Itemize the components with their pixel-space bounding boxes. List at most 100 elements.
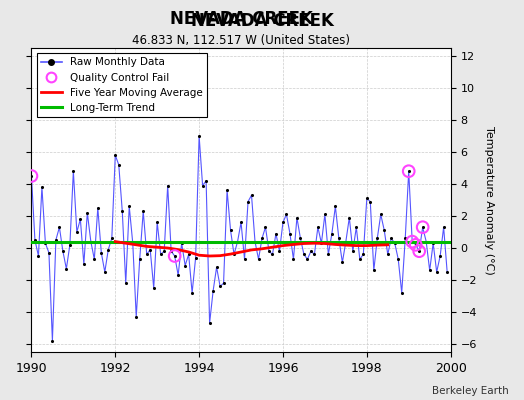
Point <box>122 280 130 286</box>
Point <box>52 237 60 243</box>
Point <box>83 210 92 216</box>
Point <box>66 242 74 248</box>
Point <box>251 238 259 245</box>
Point <box>338 259 346 266</box>
Point <box>348 248 357 254</box>
Point <box>205 320 214 326</box>
Point <box>230 251 238 258</box>
Point <box>415 248 423 254</box>
Point <box>241 256 249 262</box>
Point <box>363 195 371 202</box>
Point <box>125 203 134 210</box>
Point <box>139 208 147 214</box>
Point <box>419 224 427 230</box>
Point <box>199 182 207 189</box>
Point <box>174 272 182 278</box>
Point <box>38 184 46 190</box>
Point <box>352 224 361 230</box>
Point <box>216 283 224 290</box>
Point <box>94 205 102 211</box>
Point <box>317 240 325 246</box>
Point <box>425 267 434 274</box>
Point <box>73 229 81 235</box>
Point <box>128 240 137 246</box>
Point <box>432 269 441 275</box>
Point <box>178 240 186 246</box>
Point <box>191 254 200 261</box>
Point <box>247 192 256 198</box>
Point <box>223 187 231 194</box>
Point <box>237 219 245 226</box>
Point <box>345 214 354 221</box>
Point <box>76 216 84 222</box>
Point <box>390 240 399 246</box>
Point <box>34 253 42 259</box>
Point <box>279 219 287 226</box>
Point <box>195 133 203 139</box>
Point <box>366 198 375 205</box>
Point <box>275 248 283 254</box>
Point <box>48 338 57 344</box>
Point <box>226 227 235 234</box>
Point <box>321 211 329 218</box>
Point <box>153 219 161 226</box>
Point <box>328 230 336 237</box>
Point <box>356 256 364 262</box>
Point <box>62 266 71 272</box>
Point <box>170 253 179 259</box>
Point <box>384 251 392 258</box>
Point <box>394 256 402 262</box>
Point <box>233 238 242 245</box>
Point <box>101 269 109 275</box>
Point <box>212 264 221 270</box>
Point <box>209 288 217 294</box>
Point <box>401 235 409 242</box>
Point <box>31 237 39 243</box>
Point <box>104 246 113 253</box>
Point <box>268 251 277 258</box>
Point <box>380 227 388 234</box>
Point <box>307 248 315 254</box>
Point <box>149 285 158 291</box>
Point <box>296 235 304 242</box>
Point <box>111 152 119 158</box>
Point <box>289 256 298 262</box>
Point <box>220 280 228 286</box>
Point <box>411 242 420 248</box>
Title: 46.833 N, 112.517 W (United States): 46.833 N, 112.517 W (United States) <box>132 34 350 47</box>
Point <box>97 250 105 256</box>
Point <box>184 251 193 258</box>
Point <box>419 224 427 230</box>
Point <box>45 250 53 256</box>
Point <box>303 256 312 262</box>
Point <box>373 235 381 242</box>
Point <box>415 248 423 254</box>
Point <box>27 173 36 179</box>
Point <box>422 238 430 245</box>
Point <box>443 269 451 275</box>
Text: NEVADA CREEK: NEVADA CREEK <box>170 10 312 28</box>
Point <box>167 248 176 254</box>
Point <box>69 168 78 174</box>
Point <box>90 256 99 262</box>
Point <box>440 224 448 230</box>
Point <box>310 251 319 258</box>
Point <box>143 251 151 258</box>
Point <box>41 240 50 246</box>
Point <box>314 224 322 230</box>
Point <box>342 238 350 245</box>
Point <box>377 211 385 218</box>
Point <box>331 203 340 210</box>
Point <box>115 162 123 168</box>
Point <box>359 251 367 258</box>
Point <box>80 261 88 267</box>
Point <box>181 262 189 269</box>
Point <box>387 235 396 242</box>
Point <box>157 251 165 258</box>
Point <box>398 290 406 296</box>
Text: Berkeley Earth: Berkeley Earth <box>432 386 508 396</box>
Point <box>59 248 67 254</box>
Point <box>429 240 438 246</box>
Point <box>188 290 196 296</box>
Point <box>293 214 301 221</box>
